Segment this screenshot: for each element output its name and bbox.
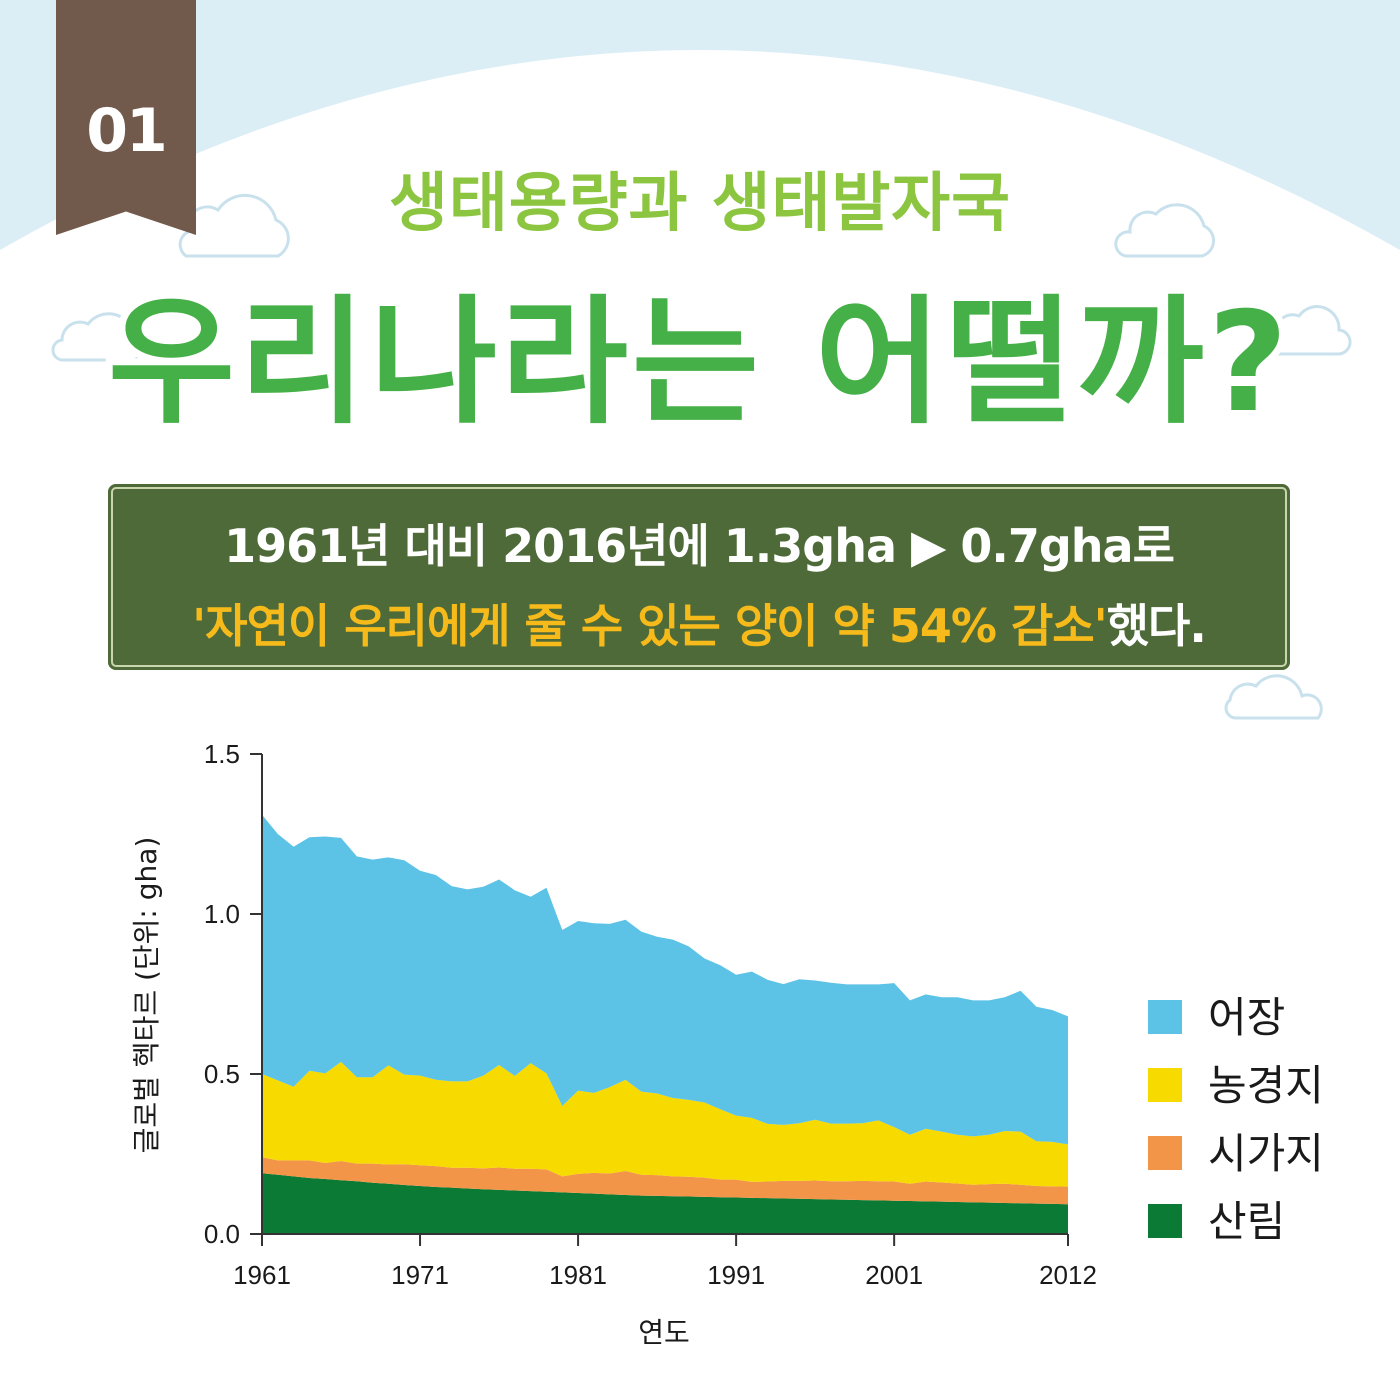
page-title: 우리나라는 어떨까? [101, 275, 1295, 450]
summary-banner: 1961년 대비 2016년에 1.3gha ▶ 0.7gha로 '자연이 우리… [108, 484, 1290, 670]
cloud-icon [178, 193, 290, 258]
x-tick-label: 1971 [391, 1260, 449, 1290]
cloud-icon [1262, 305, 1352, 356]
cloud-icon [1114, 203, 1215, 258]
x-axis-title: 연도 [638, 1316, 690, 1349]
cloud-icon [51, 312, 145, 362]
legend-swatch [1148, 1068, 1182, 1102]
section-badge: 01 [56, 0, 196, 235]
summary-line-2-rest: 했다. [1106, 599, 1207, 653]
summary-line-2: '자연이 우리에게 줄 수 있는 양이 약 54% 감소'했다. [108, 590, 1290, 656]
x-tick-label: 2012 [1039, 1260, 1097, 1290]
y-tick-label: 1.5 [204, 739, 240, 769]
area-시가지 [262, 1157, 1068, 1205]
area-어장 [262, 814, 1068, 1145]
sky-arc [0, 0, 1400, 250]
legend-label: 시가지 [1208, 1129, 1324, 1178]
summary-highlight: '자연이 우리에게 줄 수 있는 양이 약 54% 감소' [192, 599, 1108, 653]
chart-areas [262, 814, 1068, 1234]
summary-line-1: 1961년 대비 2016년에 1.3gha ▶ 0.7gha로 [224, 519, 1175, 573]
chart-axes: 0.0 0.5 1.0 1.5 1961 1971 1981 1991 2001 2012 [204, 739, 1097, 1290]
x-tick-label: 2001 [865, 1260, 923, 1290]
legend-label: 어장 [1208, 993, 1285, 1042]
x-tick-label: 1961 [233, 1260, 291, 1290]
legend-label: 농경지 [1208, 1061, 1324, 1110]
legend-swatch [1148, 1136, 1182, 1170]
x-tick-label: 1981 [549, 1260, 607, 1290]
legend-swatch [1148, 1000, 1182, 1034]
y-tick-label: 0.5 [204, 1059, 240, 1089]
page-subtitle: 생태용량과 생태발자국 [388, 167, 1012, 241]
area-산림 [262, 1173, 1068, 1234]
y-axis-title: 글로벌 헥타르 (단위: gha) [130, 837, 163, 1154]
area-농경지 [262, 1061, 1068, 1187]
y-tick-label: 1.0 [204, 899, 240, 929]
legend-swatch [1148, 1204, 1182, 1238]
cloud-icon [1224, 674, 1323, 720]
y-tick-label: 0.0 [204, 1219, 240, 1249]
section-number: 01 [86, 96, 168, 166]
x-tick-label: 1991 [707, 1260, 765, 1290]
legend-label: 산림 [1208, 1197, 1285, 1246]
